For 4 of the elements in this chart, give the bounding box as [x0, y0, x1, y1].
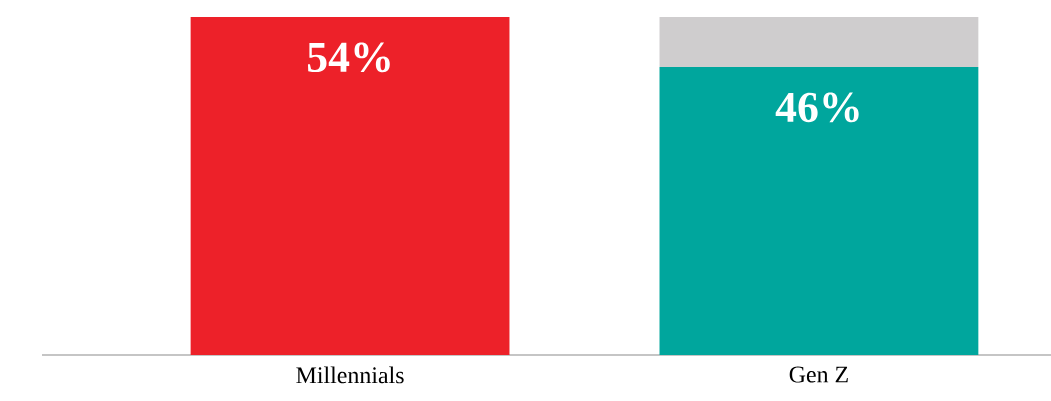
x-tick-label: Gen Z [789, 366, 848, 383]
data-label: 54% [307, 42, 390, 73]
x-tick-label: Millennials [296, 366, 404, 384]
data-label: 46% [775, 92, 859, 123]
